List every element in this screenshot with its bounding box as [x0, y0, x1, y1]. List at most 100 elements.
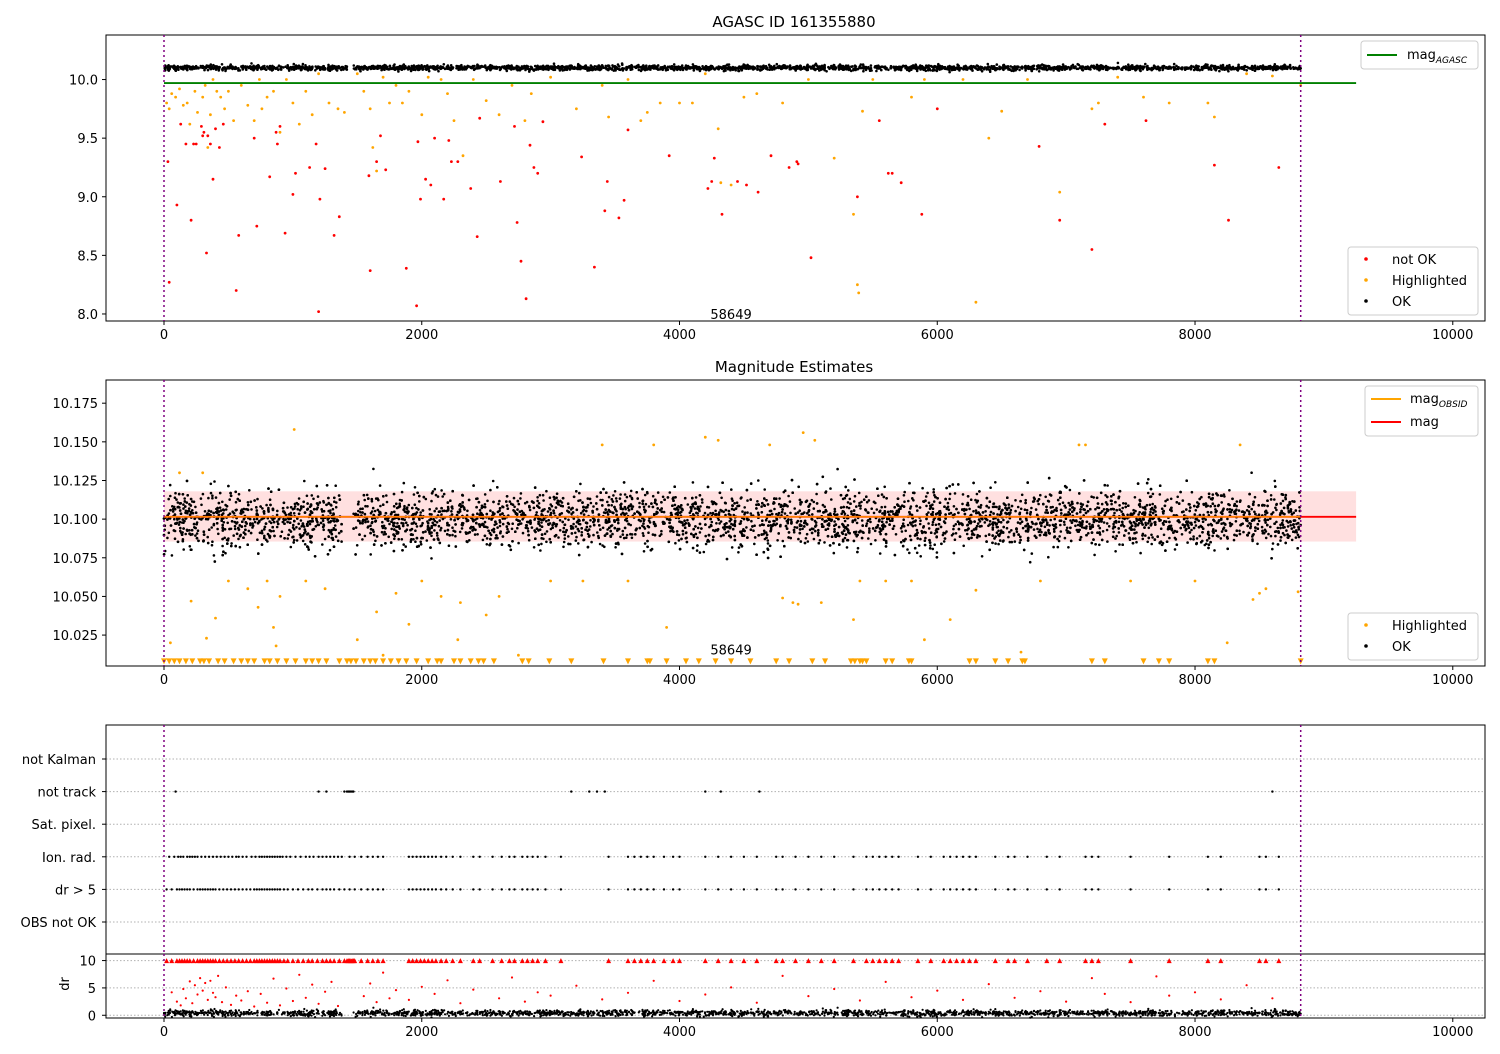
- ok-point: [208, 66, 211, 69]
- ok-point: [563, 534, 566, 537]
- ok-point: [1189, 67, 1192, 70]
- ok-point: [989, 520, 992, 523]
- ok-point: [553, 65, 556, 68]
- not-ok-point: [513, 125, 516, 128]
- not-ok-point: [710, 180, 713, 183]
- ok-point: [251, 66, 254, 69]
- ok-point: [618, 68, 621, 71]
- ok-point: [1146, 65, 1149, 68]
- highlighted-point: [857, 292, 860, 295]
- ok-point: [1254, 67, 1257, 70]
- x-tick-label: 6000: [921, 328, 954, 343]
- ok-point: [794, 68, 797, 71]
- not-ok-point: [368, 174, 371, 177]
- ok-point: [607, 64, 610, 67]
- ok-point: [218, 67, 221, 70]
- ok-point: [536, 496, 539, 499]
- ok-point: [1194, 521, 1197, 524]
- ok-point: [520, 492, 523, 495]
- ok-point: [1067, 546, 1070, 549]
- highlighted-point: [871, 78, 874, 81]
- ok-point: [484, 64, 487, 67]
- ok-point: [733, 67, 736, 70]
- ok-point: [1186, 541, 1189, 544]
- ok-point: [959, 67, 962, 70]
- ok-point: [1044, 511, 1047, 514]
- not-ok-point: [205, 252, 208, 255]
- ok-point: [363, 65, 366, 68]
- highlighted-point: [356, 72, 359, 75]
- x-tick-label: 8000: [1178, 328, 1211, 343]
- not-ok-point: [179, 123, 182, 126]
- ok-point: [1121, 67, 1124, 70]
- y-tick-label: 9.5: [77, 132, 98, 147]
- highlighted-point: [1026, 78, 1029, 81]
- ok-point: [463, 68, 466, 71]
- highlighted-point: [1142, 96, 1145, 99]
- not-ok-point: [1091, 248, 1094, 251]
- not-ok-point: [745, 184, 748, 187]
- y-tick-label: 8.0: [77, 308, 98, 323]
- ok-point: [673, 69, 676, 72]
- ok-point: [381, 67, 384, 70]
- not-ok-point: [433, 137, 436, 140]
- ok-point: [657, 491, 660, 494]
- ok-point: [256, 67, 259, 70]
- highlighted-point: [1058, 191, 1061, 194]
- highlighted-point: [266, 96, 269, 99]
- highlighted-point: [174, 96, 177, 99]
- ok-point: [831, 66, 834, 69]
- ok-point: [618, 65, 621, 68]
- ok-point: [814, 64, 817, 67]
- ok-point: [1052, 67, 1055, 70]
- ok-point: [577, 542, 580, 545]
- highlighted-point: [204, 84, 207, 87]
- ok-point: [1140, 66, 1143, 69]
- ok-point: [756, 67, 759, 70]
- chart-1-title: AGASC ID 161355880: [712, 13, 875, 31]
- ok-point: [1238, 67, 1241, 70]
- ok-point: [887, 69, 890, 72]
- ok-point: [1220, 537, 1223, 540]
- ok-point: [697, 527, 700, 530]
- ok-point: [367, 520, 370, 523]
- ok-point: [961, 503, 964, 506]
- ok-point: [553, 512, 556, 515]
- ok-point: [903, 494, 906, 497]
- highlighted-point: [607, 116, 610, 119]
- ok-point: [850, 65, 853, 68]
- ok-point: [1194, 68, 1197, 71]
- ok-point: [1196, 67, 1199, 70]
- ok-point: [319, 69, 322, 72]
- ok-point: [865, 67, 868, 70]
- ok-point: [298, 66, 301, 69]
- ok-point: [578, 68, 581, 71]
- ok-point: [298, 527, 301, 530]
- highlighted-point: [1168, 102, 1171, 105]
- ok-point: [870, 64, 873, 67]
- ok-point: [784, 512, 787, 515]
- ok-point: [819, 539, 822, 542]
- ok-point: [1151, 67, 1154, 70]
- ok-point: [1118, 504, 1121, 507]
- highlighted-point: [462, 154, 465, 157]
- highlighted-point: [170, 92, 173, 95]
- ok-point: [182, 548, 185, 551]
- ok-point: [898, 66, 901, 69]
- ok-point: [1060, 530, 1063, 533]
- ok-point: [936, 70, 939, 73]
- ok-point: [625, 536, 628, 539]
- highlighted-point: [719, 181, 722, 184]
- ok-point: [387, 68, 390, 71]
- ok-point: [860, 67, 863, 70]
- highlighted-point: [420, 113, 423, 116]
- x-tick-label: 10000: [1432, 328, 1473, 343]
- ok-point: [214, 66, 217, 69]
- ok-point: [1073, 66, 1076, 69]
- ok-point: [356, 544, 359, 547]
- ok-point: [1039, 64, 1042, 67]
- ok-point: [496, 526, 499, 529]
- ok-point: [476, 66, 479, 69]
- ok-point: [976, 64, 979, 67]
- ok-point: [487, 67, 490, 70]
